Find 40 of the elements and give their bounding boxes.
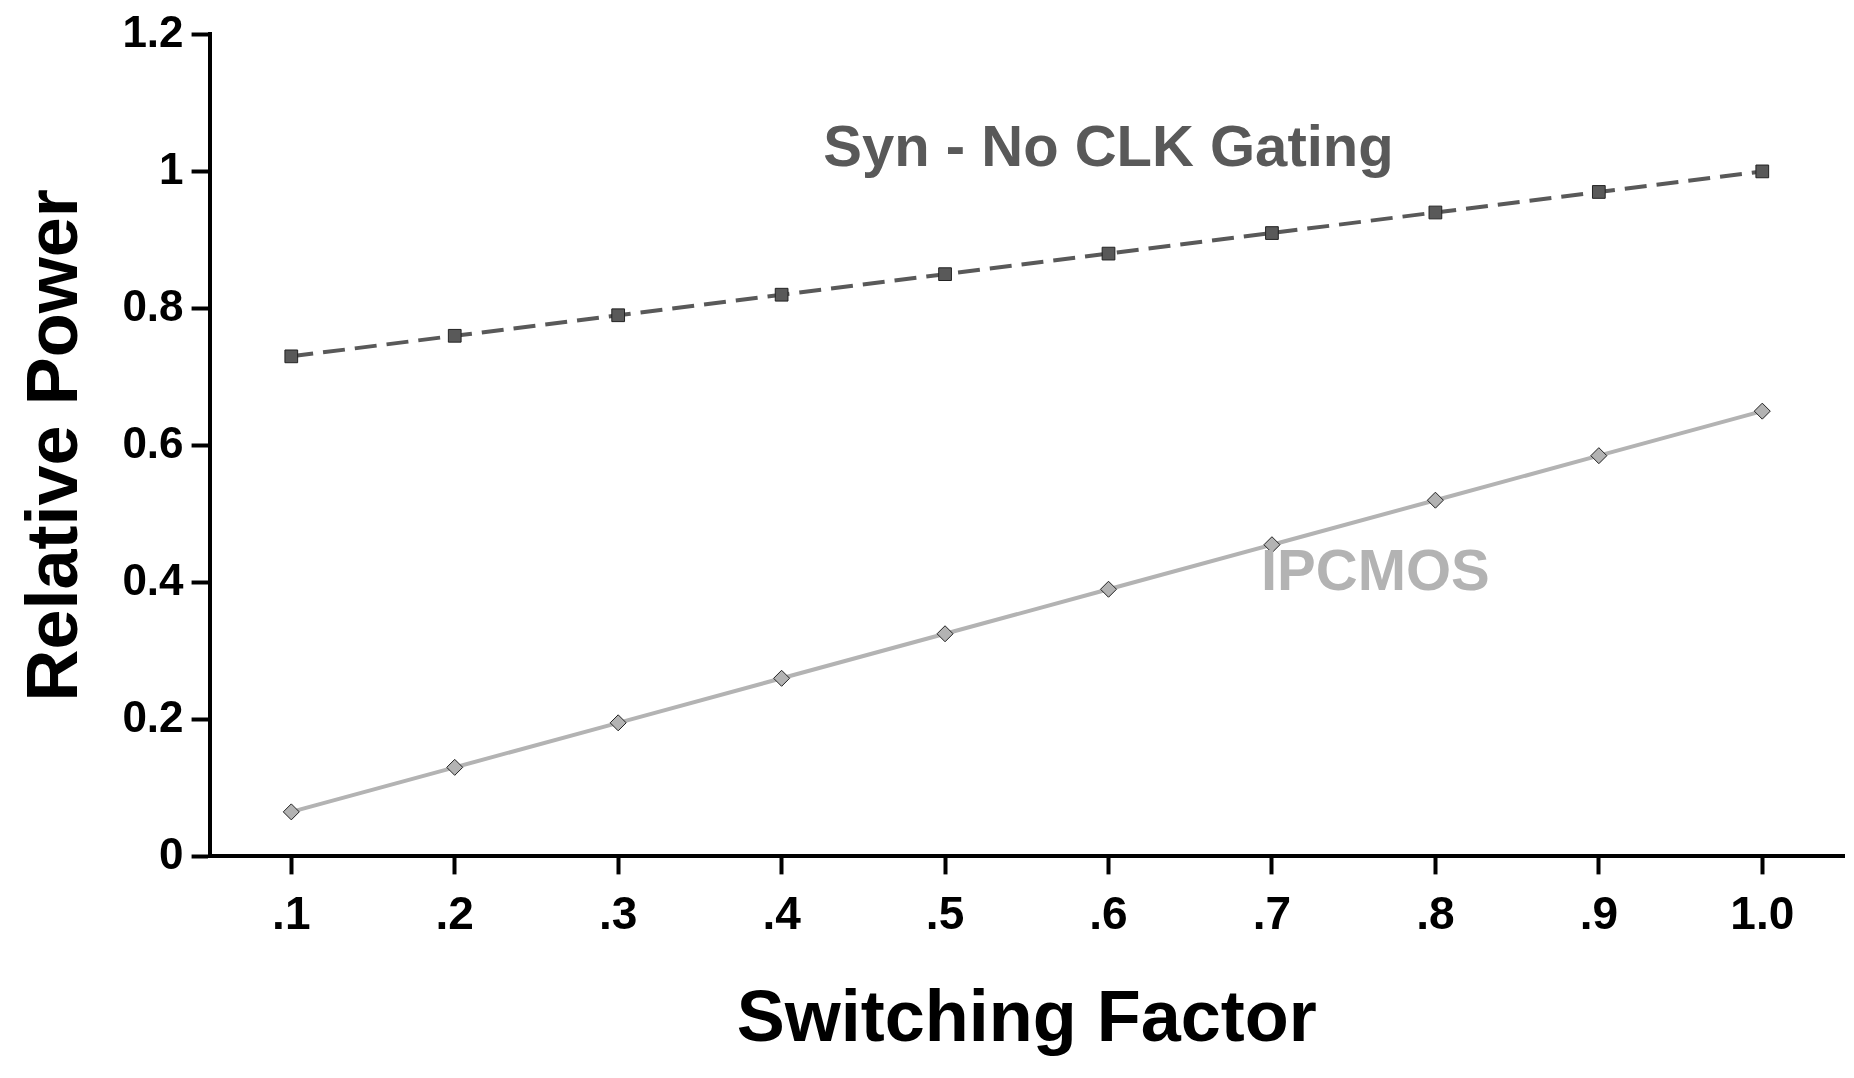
point bbox=[773, 669, 791, 687]
point bbox=[1100, 580, 1118, 598]
y-tick-label: 0.8 bbox=[122, 280, 184, 330]
point bbox=[1426, 491, 1444, 509]
point bbox=[1591, 185, 1606, 199]
point bbox=[447, 328, 462, 343]
point bbox=[1428, 205, 1443, 220]
point bbox=[1265, 226, 1279, 240]
x-tick-label: .4 bbox=[762, 886, 802, 939]
x-tick-label: .8 bbox=[1416, 886, 1455, 939]
point bbox=[284, 349, 299, 364]
x-tick-label: .2 bbox=[435, 886, 474, 939]
x-tick-label: 1.0 bbox=[1730, 886, 1795, 939]
x-tick-label: .9 bbox=[1579, 886, 1619, 939]
x-tick-label: .5 bbox=[925, 886, 965, 939]
x-tick-label: .3 bbox=[598, 886, 638, 939]
y-tick-label: 0.2 bbox=[122, 691, 184, 741]
series-label: IPCMOS bbox=[1260, 537, 1490, 603]
point bbox=[1101, 246, 1116, 261]
y-tick-label: 0.6 bbox=[122, 417, 184, 467]
point bbox=[936, 625, 954, 643]
point bbox=[938, 267, 952, 282]
y-tick-label: 1.2 bbox=[122, 6, 184, 56]
y-axis-title: Relative Power bbox=[12, 189, 93, 702]
point bbox=[1755, 164, 1770, 179]
x-tick-label: .6 bbox=[1089, 886, 1128, 939]
point bbox=[611, 308, 626, 323]
x-tick-label: .1 bbox=[272, 886, 311, 939]
point bbox=[1753, 402, 1771, 420]
x-axis-title: Switching Factor bbox=[736, 975, 1317, 1056]
series-label: Syn - No CLK Gating bbox=[823, 112, 1394, 178]
point bbox=[609, 714, 627, 732]
point bbox=[446, 758, 464, 776]
y-tick-label: 0 bbox=[159, 828, 184, 878]
point bbox=[1590, 447, 1608, 465]
point bbox=[282, 803, 300, 821]
point bbox=[774, 287, 789, 302]
y-tick-label: 1 bbox=[159, 143, 184, 193]
x-tick-label: .7 bbox=[1252, 886, 1292, 939]
y-tick-label: 0.4 bbox=[122, 554, 185, 604]
